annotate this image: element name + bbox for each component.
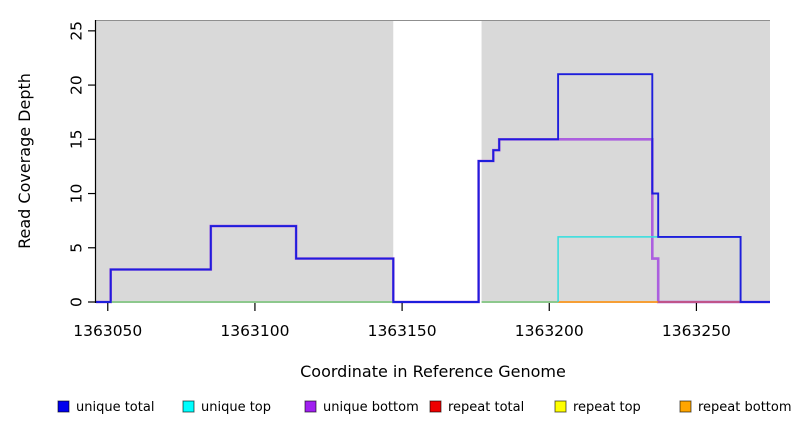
- x-tick-label: 1363200: [515, 322, 584, 340]
- y-tick-label: 0: [67, 297, 85, 307]
- y-tick-label: 10: [67, 184, 85, 204]
- x-tick-label: 1363150: [368, 322, 437, 340]
- legend-label-unique-top: unique top: [201, 400, 271, 415]
- y-tick-label: 5: [67, 243, 85, 253]
- y-tick-label: 20: [67, 75, 85, 95]
- legend: unique total unique top unique bottom repea…: [57, 400, 792, 415]
- legend-label-unique-total: unique total: [76, 400, 154, 415]
- x-axis-title: Coordinate in Reference Genome: [300, 362, 566, 381]
- y-tick-label: 25: [67, 21, 85, 41]
- legend-swatch-repeat-top: [554, 400, 567, 413]
- legend-swatch-unique-bottom: [304, 400, 317, 413]
- y-axis-title: Read Coverage Depth: [15, 73, 34, 249]
- legend-label-repeat-total: repeat total: [448, 400, 524, 415]
- y-tick-label: 15: [67, 129, 85, 149]
- x-tick-label: 1363050: [73, 322, 142, 340]
- legend-label-repeat-bottom: repeat bottom: [698, 400, 792, 415]
- legend-swatch-repeat-bottom: [679, 400, 692, 413]
- legend-swatch-unique-total: [57, 400, 70, 413]
- legend-swatch-repeat-total: [429, 400, 442, 413]
- legend-label-unique-bottom: unique bottom: [323, 400, 419, 415]
- gap-band: [393, 21, 482, 303]
- plot-area: 0 5 10 15 20 25 1363050 1363100 1363150 1363200 13…: [67, 20, 770, 340]
- legend-swatch-unique-top: [182, 400, 195, 413]
- legend-label-repeat-top: repeat top: [573, 400, 641, 415]
- x-tick-label: 1363250: [662, 322, 731, 340]
- x-tick-label: 1363100: [220, 322, 289, 340]
- series-line-unique-total: [96, 73, 770, 303]
